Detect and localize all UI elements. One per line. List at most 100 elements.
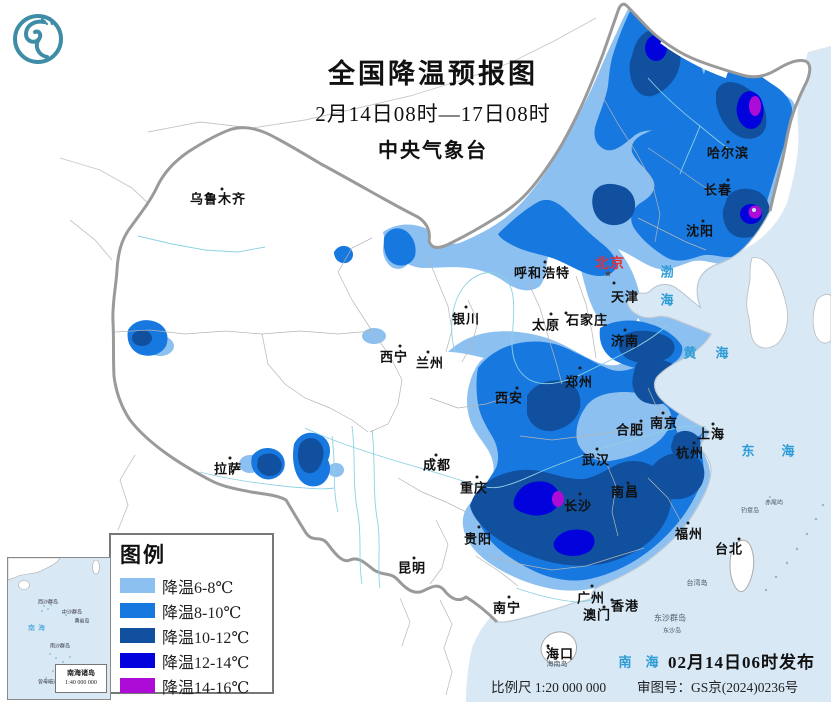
city-marker-海口: [546, 644, 550, 648]
city-marker-杭州: [692, 441, 696, 445]
city-marker-昆明: [412, 556, 416, 560]
city-marker-长春: [726, 178, 730, 182]
legend-label: 降温10-12℃: [162, 629, 250, 647]
cooling-region-level-5: [748, 205, 762, 219]
city-label-呼和浩特: 呼和浩特: [513, 265, 571, 281]
cooling-region-level-3: [297, 438, 324, 474]
minor-label-东沙群岛: 东沙群岛: [654, 613, 686, 623]
legend-swatch: [120, 678, 155, 693]
legend-label: 降温8-10℃: [162, 604, 242, 622]
city-marker-天津: [612, 281, 616, 285]
city-label-天津: 天津: [610, 289, 640, 305]
city-marker-台北: [737, 537, 741, 541]
city-marker-银川: [464, 305, 468, 309]
islands: [540, 257, 831, 666]
inset-hainan: [18, 580, 30, 590]
city-marker-乌鲁木齐: [220, 187, 224, 191]
city-label-海口: 海口: [545, 646, 575, 662]
city-label-昆明: 昆明: [397, 560, 427, 576]
legend-swatch: [120, 628, 155, 643]
city-label-兰州: 兰州: [415, 355, 445, 371]
forecast-period: 2月14日08时—17日08时: [315, 102, 551, 126]
city-marker-北京: ★: [603, 268, 613, 279]
cooling-region-level-2: [383, 228, 416, 266]
cooling-region-level-1: [362, 328, 386, 344]
inset-label-曾母暗沙: 曾母暗沙: [37, 680, 59, 686]
inset-scale: 1:40 000 000: [65, 680, 97, 686]
city-label-北京: 北京: [595, 257, 625, 272]
city-label-武汉: 武汉: [581, 452, 611, 468]
sea-label: 海: [645, 654, 659, 670]
map-scale: 比例尺 1:20 000 000: [491, 680, 607, 695]
sea-label: 黄: [683, 345, 697, 361]
cooling-region-level-1: [576, 392, 672, 462]
city-marker-南昌: [626, 481, 630, 485]
city-marker-南京: [661, 411, 665, 415]
city-label-西宁: 西宁: [379, 349, 409, 365]
city-label-广州: 广州: [576, 590, 606, 606]
legend-box: 图例 降温6-8℃ 降温8-10℃ 降温10-12℃ 降温12-14℃ 降温14-16℃: [109, 533, 274, 697]
cooling-region-level-3: [618, 330, 675, 364]
city-label-南昌: 南昌: [610, 484, 640, 500]
city-marker-哈尔滨: [726, 140, 730, 144]
cooling-region-level-3: [671, 430, 701, 460]
city-label-贵阳: 贵阳: [463, 531, 493, 547]
city-label-合肥: 合肥: [615, 422, 645, 438]
inset-sea-label: 南海: [28, 624, 48, 632]
city-marker-西安: [515, 386, 519, 390]
minor-label-钓鱼岛: 钓鱼岛: [740, 508, 760, 515]
city-marker-石家庄: [564, 311, 568, 315]
city-marker-重庆: [475, 475, 479, 479]
legend-title: 图例: [120, 543, 166, 567]
legend-row: 降温6-8℃: [120, 573, 272, 598]
city-marker-西宁: [398, 344, 402, 348]
coastline: [497, 210, 771, 623]
city-label-石家庄: 石家庄: [565, 312, 609, 328]
cooling-region-level-4: [645, 35, 667, 61]
city-marker-呼和浩特: [543, 260, 547, 264]
legend-row: 降温14-16℃: [120, 673, 272, 698]
city-label-澳门: 澳门: [582, 607, 612, 623]
city-marker-郑州: [578, 366, 582, 370]
foreign-boundaries: [59, 17, 597, 696]
rivers: [137, 77, 731, 603]
city-label-福州: 福州: [674, 526, 704, 542]
cooling-region-level-1: [328, 463, 344, 477]
city-label-郑州: 郑州: [564, 374, 594, 390]
city-marker-广州: [590, 584, 594, 588]
release-time: 02月14日06时发布: [668, 653, 815, 672]
legend-row: 降温10-12℃: [120, 623, 272, 648]
map-title-block: 全国降温预报图 2月14日08时—17日08时 中央气象台: [315, 52, 551, 163]
cooling-region-level-2: [498, 199, 617, 276]
city-marker-太原: [549, 312, 553, 316]
legend-label: 降温12-14℃: [162, 654, 250, 672]
legend-items: 降温6-8℃ 降温8-10℃ 降温10-12℃ 降温12-14℃ 降温14-16℃: [111, 573, 272, 698]
city-marker-贵阳: [477, 525, 481, 529]
cooling-region-level-4: [553, 529, 595, 556]
inset-coast: [8, 558, 61, 581]
inset-scale-box: 南海诸岛 1:40 000 000: [55, 664, 107, 693]
minor-label-赤尾屿: 赤尾屿: [764, 500, 784, 507]
sea-label: 东: [741, 443, 755, 459]
city-label-杭州: 杭州: [675, 445, 705, 461]
inset-taiwan: [92, 559, 100, 575]
legend-label: 降温14-16℃: [162, 679, 250, 697]
taiwan-island: [729, 539, 755, 593]
cooling-region-level-3: [592, 183, 636, 226]
agency-name: 中央气象台: [378, 140, 488, 162]
city-label-香港: 香港: [610, 598, 640, 614]
sea-label: 南: [618, 654, 632, 670]
cooling-region-level-3: [527, 380, 581, 432]
city-label-乌鲁木齐: 乌鲁木齐: [189, 191, 247, 207]
cooling-region-level-3: [132, 330, 152, 346]
city-marker-济南: [623, 328, 627, 332]
sea-label: 海: [660, 292, 674, 308]
minor-label-东沙岛: 东沙岛: [662, 628, 682, 635]
city-label-南宁: 南宁: [492, 600, 522, 616]
inset-title: 南海诸岛: [67, 669, 95, 677]
legend-row: 降温8-10℃: [120, 598, 272, 623]
city-label-银川: 银川: [451, 311, 481, 327]
city-marker-南宁: [507, 595, 511, 599]
south-china-sea-inset: 南海 西沙群岛 中沙群岛 黄岩岛 南沙群岛 曾母暗沙 南海诸岛 1:40 000 000: [7, 557, 111, 700]
